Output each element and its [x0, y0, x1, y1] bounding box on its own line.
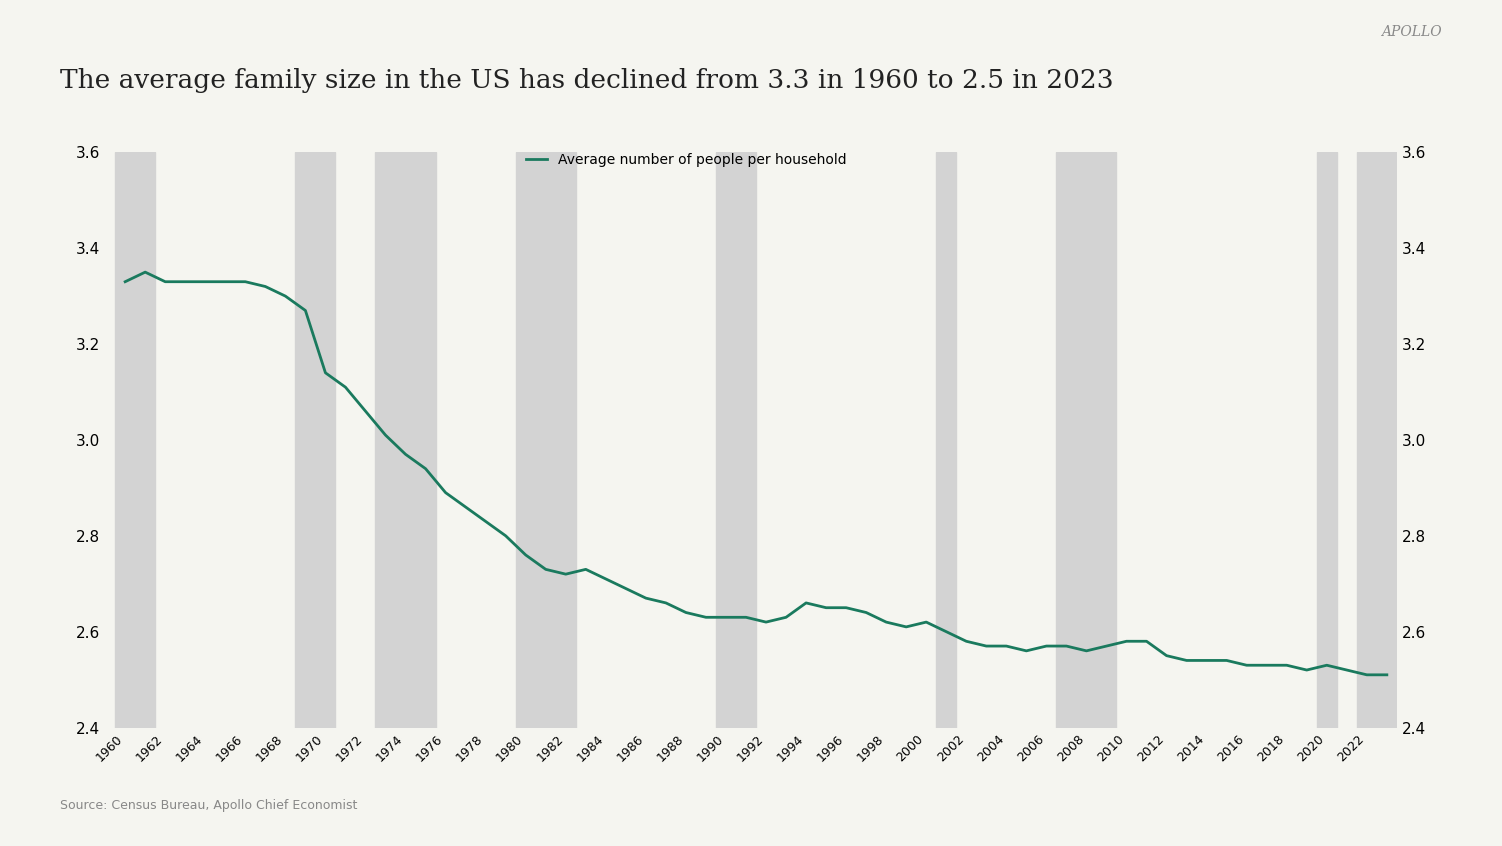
Bar	[116, 152, 155, 728]
Legend: Average number of people per household: Average number of people per household	[521, 148, 852, 173]
Bar	[936, 152, 957, 728]
Bar	[515, 152, 545, 728]
Bar	[296, 152, 335, 728]
Text: Source: Census Bureau, Apollo Chief Economist: Source: Census Bureau, Apollo Chief Econ…	[60, 799, 357, 812]
Bar	[716, 152, 756, 728]
Bar	[536, 152, 575, 728]
Bar	[1056, 152, 1116, 728]
Text: APOLLO: APOLLO	[1382, 25, 1442, 40]
Bar	[1356, 152, 1397, 728]
Text: The average family size in the US has declined from 3.3 in 1960 to 2.5 in 2023: The average family size in the US has de…	[60, 68, 1113, 93]
Bar	[1317, 152, 1337, 728]
Bar	[376, 152, 436, 728]
